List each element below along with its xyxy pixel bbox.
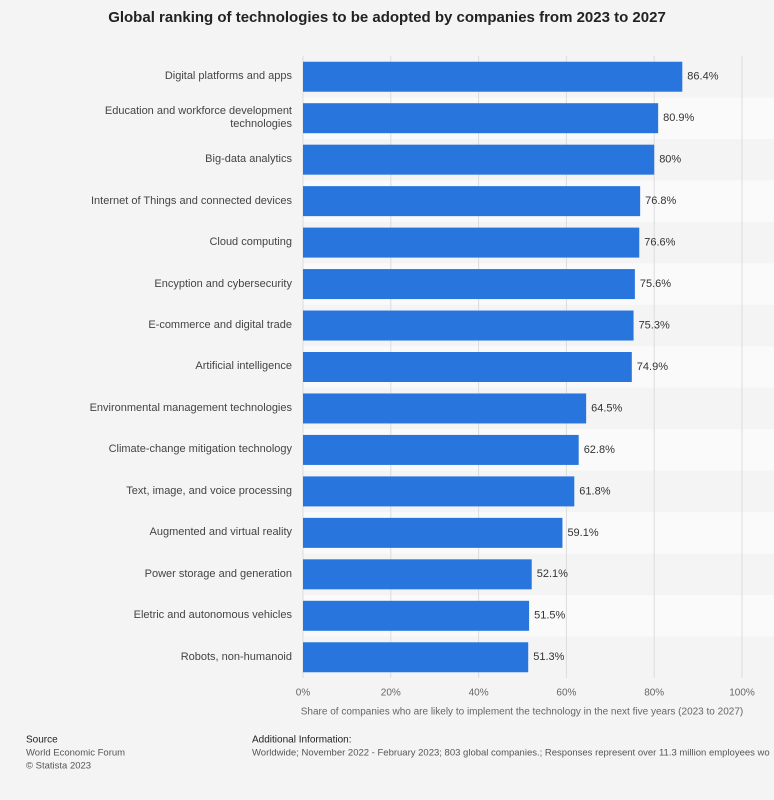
- category-label-box: Eletric and autonomous vehicles: [133, 609, 292, 622]
- y-tick-label: Big-data analytics: [205, 153, 292, 166]
- y-tick-label: Power storage and generation: [144, 567, 292, 580]
- y-tick-label: E-commerce and digital trade: [148, 319, 292, 332]
- y-tick-label: Eletric and autonomous vehicles: [133, 609, 292, 622]
- source-title: Source: [26, 735, 58, 746]
- value-label: 52.1%: [537, 568, 568, 580]
- category-label-box: Text, image, and voice processing: [126, 484, 292, 497]
- value-label: 76.6%: [644, 237, 675, 249]
- value-label: 59.1%: [567, 527, 598, 539]
- y-tick-label: Digital platforms and apps: [164, 70, 292, 83]
- bar: [303, 227, 640, 258]
- value-label: 76.8%: [645, 195, 676, 207]
- category-label-box: Artificial intelligence: [195, 360, 292, 373]
- bar: [303, 476, 575, 507]
- x-tick-label: 40%: [469, 688, 489, 699]
- value-label: 62.8%: [584, 444, 615, 456]
- value-label: 51.3%: [533, 651, 564, 663]
- bar: [303, 434, 579, 465]
- bar: [303, 559, 532, 590]
- value-label: 75.6%: [640, 278, 671, 290]
- category-label-box: Robots, non-humanoid: [180, 650, 292, 663]
- category-label-box: Augmented and virtual reality: [149, 526, 292, 539]
- x-tick-label: 80%: [644, 688, 664, 699]
- value-label: 74.9%: [637, 361, 668, 373]
- source: World Economic Forum: [26, 748, 125, 759]
- bar: [303, 642, 529, 673]
- value-label: 61.8%: [579, 485, 610, 497]
- category-label-box: Internet of Things and connected devices: [91, 194, 292, 207]
- value-label: 80%: [659, 154, 681, 166]
- additional-info: Worldwide; November 2022 - February 2023…: [252, 748, 770, 759]
- bar: [303, 600, 530, 631]
- y-tick-label: Internet of Things and connected devices: [91, 194, 292, 207]
- category-label-box: E-commerce and digital trade: [148, 319, 292, 332]
- category-label-box: Climate-change mitigation technology: [108, 443, 292, 456]
- chart-title: Global ranking of technologies to be ado…: [108, 9, 666, 26]
- x-tick-label: 20%: [381, 688, 401, 699]
- y-tick-label: Environmental management technologies: [89, 401, 292, 414]
- bar: [303, 352, 632, 382]
- category-label-box: Cloud computing: [209, 236, 292, 249]
- value-label: 75.3%: [639, 319, 670, 331]
- bar: [303, 517, 563, 548]
- x-axis-label: Share of companies who are likely to imp…: [301, 707, 743, 718]
- bar: [303, 310, 634, 341]
- category-label-box: Big-data analytics: [205, 153, 292, 166]
- x-tick-label: 0%: [296, 688, 311, 699]
- bar: [303, 269, 635, 300]
- bar: [303, 393, 587, 424]
- y-tick-label: Encyption and cybersecurity: [154, 277, 292, 290]
- category-label-box: Encyption and cybersecurity: [154, 277, 292, 290]
- bar: [303, 186, 641, 217]
- additional-info-title: Additional Information:: [252, 735, 352, 746]
- y-tick-label: Climate-change mitigation technology: [108, 443, 292, 456]
- y-tick-label: Augmented and virtual reality: [149, 526, 292, 539]
- value-label: 64.5%: [591, 402, 622, 414]
- copyright: © Statista 2023: [26, 761, 91, 772]
- value-label: 80.9%: [663, 112, 694, 124]
- bar: [303, 103, 659, 134]
- bar: [303, 61, 683, 92]
- value-label: 51.5%: [534, 610, 565, 622]
- category-label-box: Power storage and generation: [144, 567, 292, 580]
- category-label-box: Education and workforce development tech…: [104, 105, 292, 131]
- category-label-box: Environmental management technologies: [89, 401, 292, 414]
- x-tick-label: 60%: [556, 688, 576, 699]
- x-tick-label: 100%: [729, 688, 755, 699]
- y-tick-label: Text, image, and voice processing: [126, 484, 292, 497]
- y-tick-label: Education and workforce development tech…: [104, 105, 292, 131]
- y-tick-label: Robots, non-humanoid: [180, 650, 292, 663]
- y-tick-label: Cloud computing: [209, 236, 292, 249]
- y-tick-label: Artificial intelligence: [195, 360, 292, 373]
- bar: [303, 144, 655, 175]
- value-label: 86.4%: [687, 71, 718, 83]
- category-label-box: Digital platforms and apps: [164, 70, 292, 83]
